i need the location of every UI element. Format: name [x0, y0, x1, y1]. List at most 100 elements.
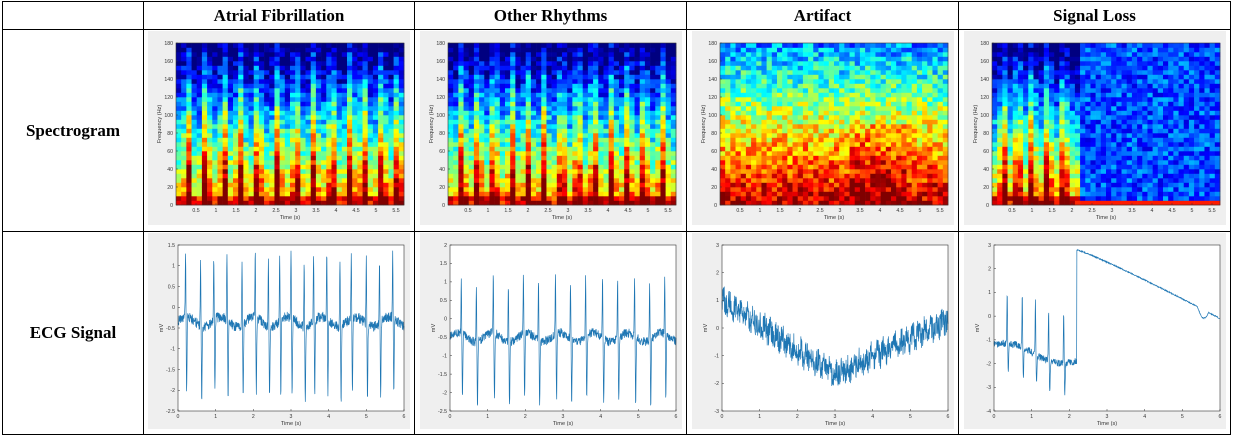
heatmap-cell — [362, 43, 369, 48]
y-tick-label: 20 — [711, 185, 717, 191]
heatmap-cell — [608, 178, 614, 183]
heatmap-cell — [520, 70, 526, 75]
heatmap-cell — [895, 196, 902, 201]
heatmap-cell — [781, 142, 788, 147]
heatmap-cell — [326, 115, 332, 120]
x-tick-label: 2.5 — [816, 208, 823, 214]
heatmap-cell — [540, 128, 547, 134]
heatmap-cell — [393, 79, 400, 84]
heatmap-cell — [499, 187, 505, 192]
heatmap-cell — [238, 83, 244, 89]
heatmap-cell — [931, 43, 938, 48]
heatmap-cell — [895, 101, 902, 107]
heatmap-cell — [582, 169, 588, 174]
heatmap-cell — [227, 173, 234, 179]
heatmap-cell — [488, 191, 495, 197]
heatmap-cell — [447, 79, 453, 84]
heatmap-cell — [310, 119, 317, 125]
heatmap-cell — [587, 173, 593, 179]
heatmap-cell — [347, 52, 353, 57]
heatmap-cell — [587, 115, 593, 120]
heatmap-cell — [760, 61, 767, 66]
heatmap-cell — [310, 137, 317, 143]
heatmap-cell — [186, 52, 192, 57]
heatmap-cell — [191, 128, 198, 134]
heatmap-cell — [931, 133, 938, 138]
heatmap-cell — [274, 182, 280, 188]
heatmap-cell — [849, 137, 855, 143]
heatmap-cell — [623, 137, 630, 143]
heatmap-cell — [849, 101, 855, 107]
heatmap-cell — [556, 101, 562, 107]
heatmap-cell — [797, 43, 803, 48]
heatmap-cell — [869, 164, 876, 170]
heatmap-cell — [843, 124, 850, 129]
heatmap-cell — [817, 79, 824, 84]
y-tick-label: 140 — [436, 77, 445, 83]
heatmap-cell — [991, 187, 997, 192]
heatmap-cell — [634, 191, 640, 197]
heatmap-cell — [540, 196, 547, 201]
heatmap-cell — [253, 110, 260, 116]
heatmap-cell — [279, 133, 286, 138]
heatmap-cell — [488, 196, 495, 201]
heatmap-cell — [724, 187, 731, 192]
heatmap-cell — [931, 115, 938, 120]
heatmap-cell — [890, 164, 896, 170]
heatmap-cell — [217, 65, 223, 71]
heatmap-cell — [582, 106, 588, 111]
heatmap-cell — [253, 173, 260, 179]
heatmap-cell — [781, 187, 788, 192]
heatmap-cell — [618, 61, 624, 66]
heatmap-cell — [238, 133, 244, 138]
heatmap-cell — [854, 151, 860, 156]
heatmap-cell — [792, 83, 798, 89]
heatmap-cell — [463, 124, 469, 129]
heatmap-cell — [724, 133, 731, 138]
heatmap-cell — [665, 178, 671, 183]
heatmap-cell — [514, 88, 521, 93]
heatmap-cell — [341, 101, 348, 107]
heatmap-cell — [372, 187, 379, 192]
heatmap-cell — [566, 52, 573, 57]
heatmap-cell — [613, 173, 619, 179]
heatmap-cell — [602, 178, 609, 183]
heatmap-cell — [191, 146, 198, 152]
heatmap-cell — [561, 200, 567, 206]
heatmap-cell — [478, 70, 485, 75]
heatmap-cell — [577, 101, 583, 107]
heatmap-cell — [577, 191, 583, 197]
heatmap-cell — [602, 61, 609, 66]
heatmap-cell — [618, 106, 624, 111]
heatmap-cell — [991, 178, 997, 183]
heatmap-cell — [911, 61, 917, 66]
heatmap-cell — [911, 101, 917, 107]
heatmap-cell — [504, 200, 510, 206]
heatmap-cell — [217, 43, 223, 48]
heatmap-cell — [566, 47, 573, 53]
heatmap-cell — [735, 74, 741, 80]
heatmap-cell — [931, 106, 938, 111]
heatmap-cell — [1001, 146, 1008, 152]
heatmap-cell — [378, 178, 384, 183]
heatmap-cell — [566, 151, 573, 156]
heatmap-cell — [900, 164, 907, 170]
heatmap-cell — [499, 155, 505, 161]
heatmap-cell — [885, 43, 891, 48]
heatmap-cell — [634, 151, 640, 156]
heatmap-cell — [566, 142, 573, 147]
heatmap-cell — [357, 43, 363, 48]
heatmap-cell — [499, 74, 505, 80]
heatmap-cell — [823, 169, 829, 174]
heatmap-cell — [452, 106, 459, 111]
heatmap-cell — [258, 173, 265, 179]
heatmap-cell — [592, 173, 599, 179]
heatmap-cell — [321, 151, 327, 156]
heatmap-cell — [760, 97, 767, 102]
heatmap-cell — [378, 128, 384, 134]
heatmap-cell — [880, 173, 886, 179]
heatmap-cell — [357, 151, 363, 156]
heatmap-cell — [176, 169, 182, 174]
heatmap-cell — [817, 142, 824, 147]
heatmap-cell — [530, 70, 536, 75]
